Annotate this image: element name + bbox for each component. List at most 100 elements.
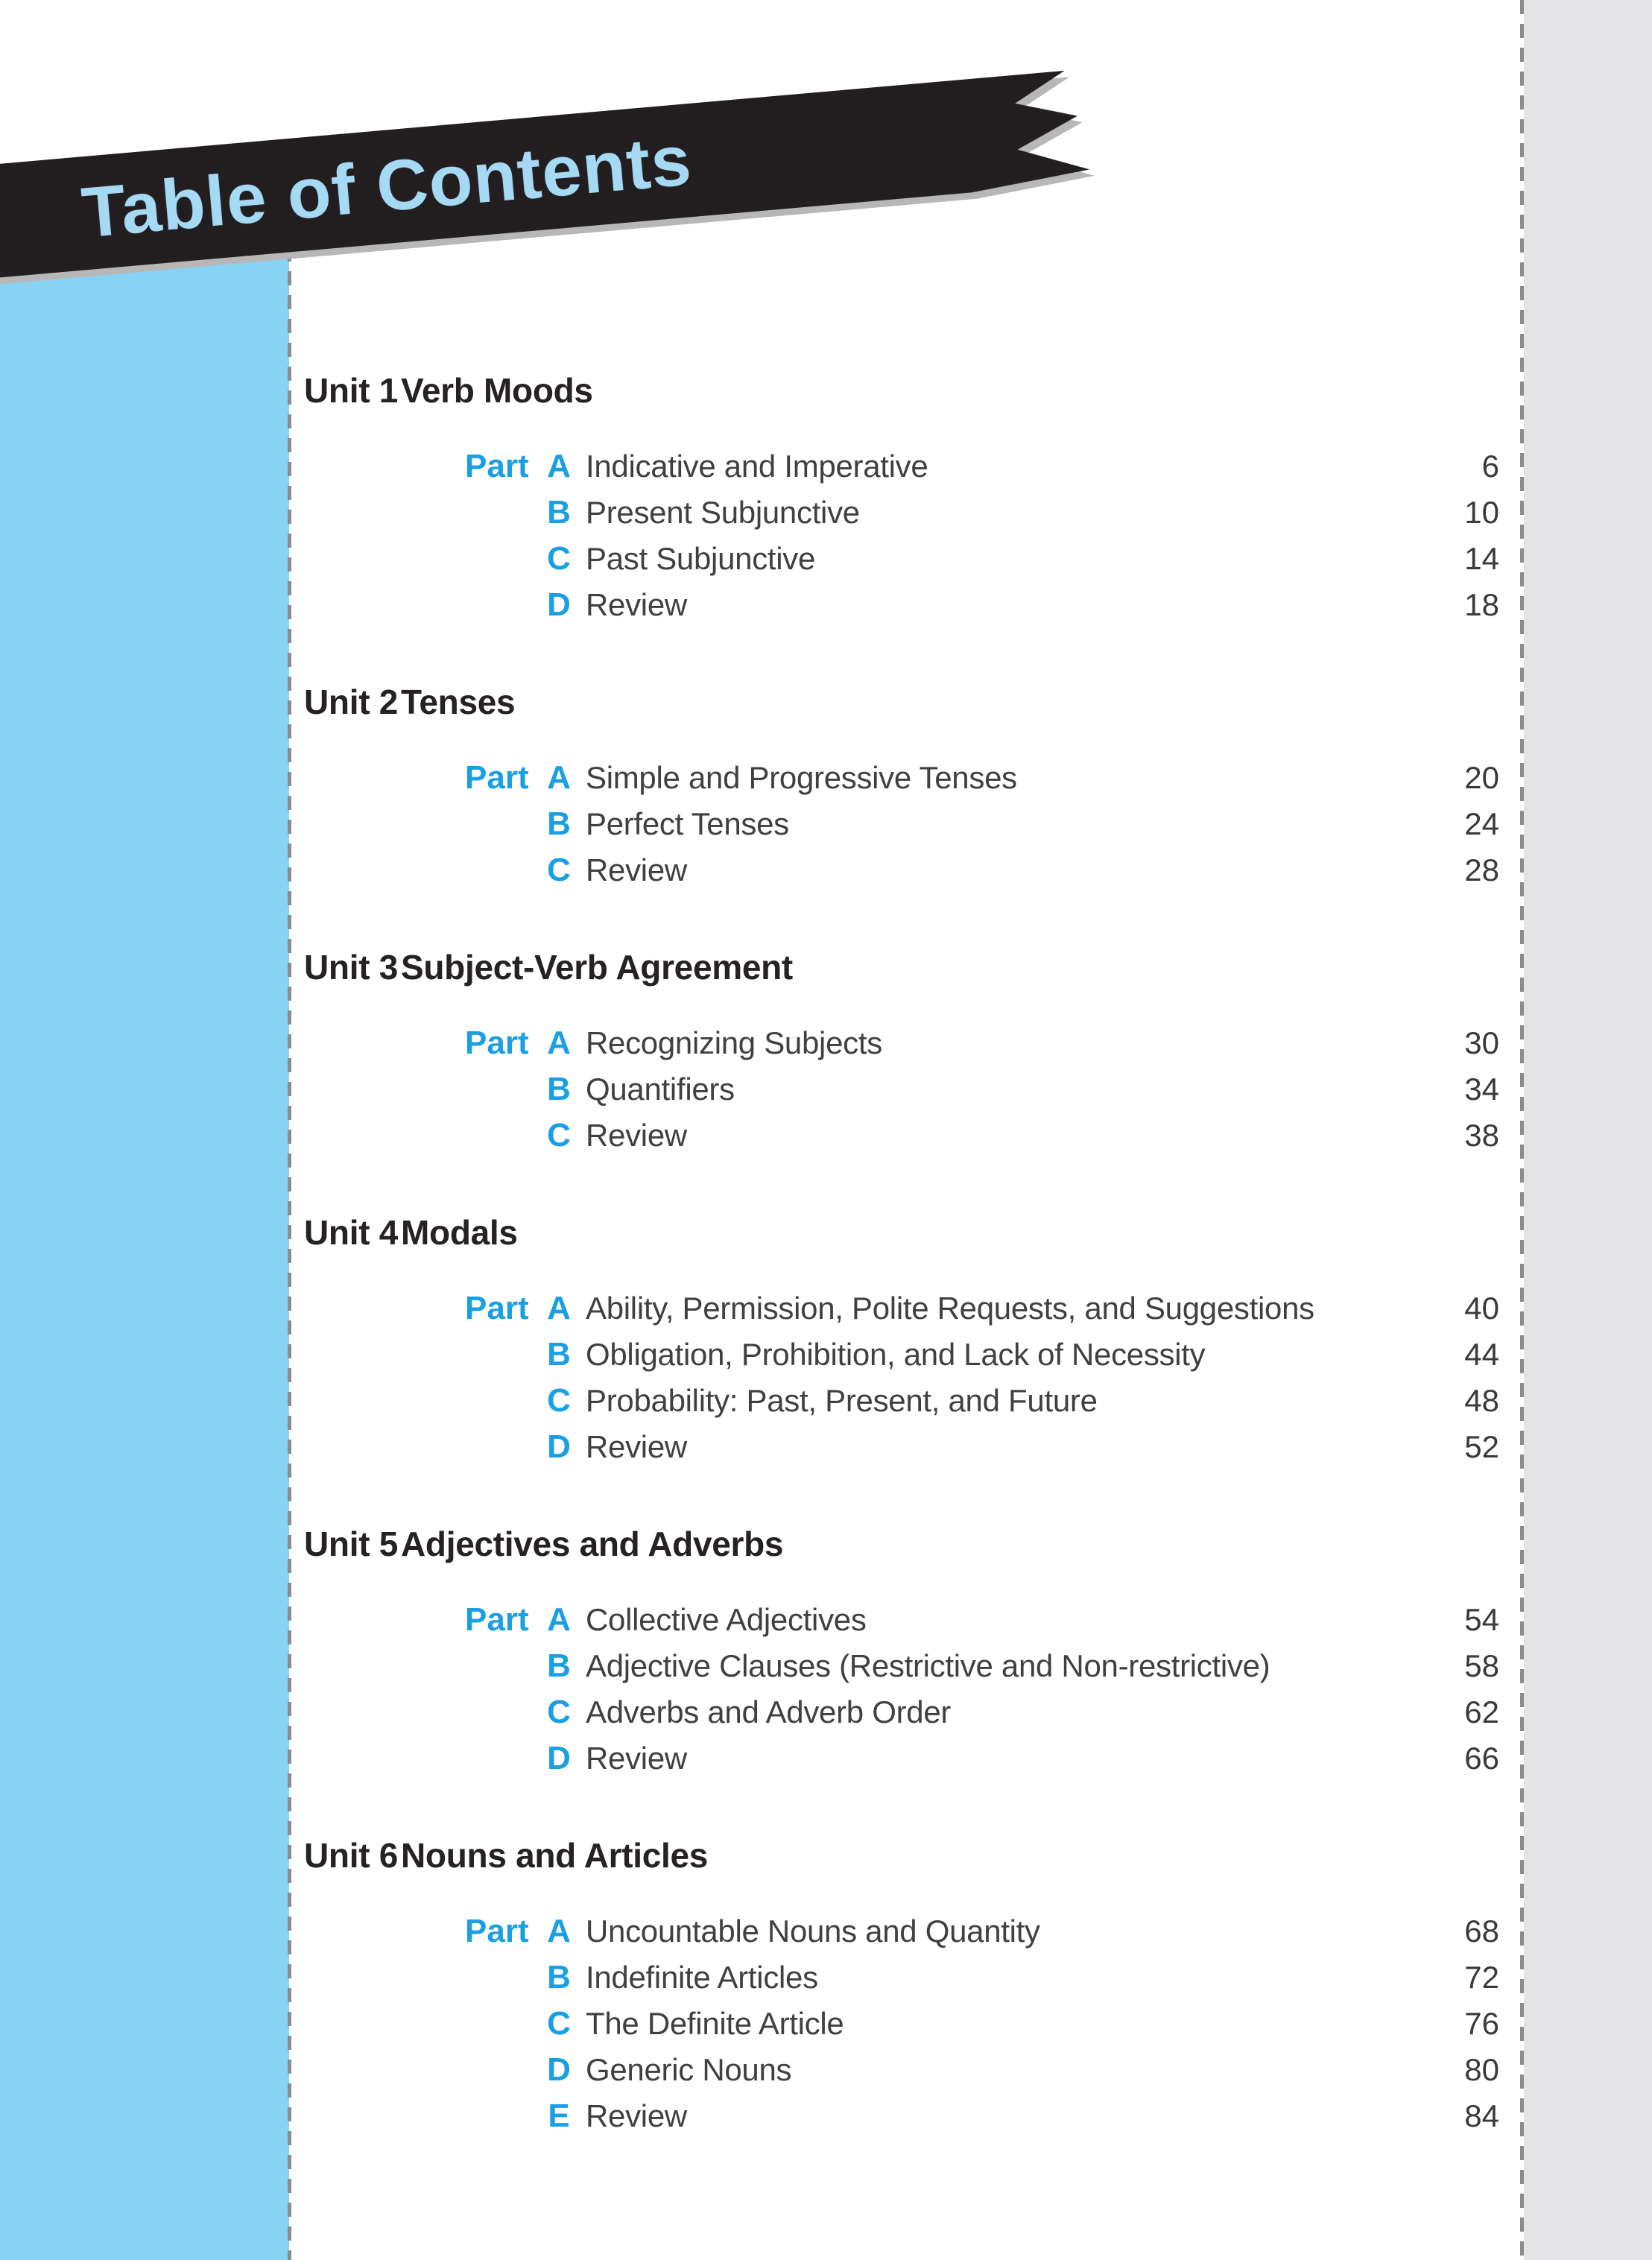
toc-row: B Quantifiers 34 [465,1066,1499,1112]
part-letter: D [547,1740,571,1776]
toc-row: D Generic Nouns 80 [465,2047,1499,2093]
part-letter: A [547,448,571,484]
part-label: Part [465,1025,529,1061]
part-letter: B [547,1071,571,1107]
page-number: 58 [1464,1648,1499,1683]
part-label [465,1643,535,1689]
page-number: 66 [1464,1741,1499,1776]
toc-row: B Perfect Tenses 24 [465,801,1499,847]
part-title: Ability, Permission, Polite Requests, an… [586,1291,1314,1326]
part-letter: A [547,1913,571,1949]
part-title: Past Subjunctive [586,541,816,576]
page-number: 40 [1464,1291,1499,1326]
unit-title: Tenses [401,683,516,721]
unit-heading: Unit 4 Modals [304,1212,1499,1253]
part-letter: B [547,1336,571,1373]
unit-heading: Unit 3 Subject-Verb Agreement [304,947,1499,987]
toc-row: C Adverbs and Adverb Order 62 [465,1689,1499,1735]
part-title: Obligation, Prohibition, and Lack of Nec… [586,1337,1206,1372]
unit-block: Unit 1 Verb Moods Part A Indicative and Impe… [304,370,1499,628]
part-label [465,1424,535,1470]
part-title: Quantifiers [586,1072,735,1107]
part-letter: C [547,540,571,577]
part-letter: B [547,1647,571,1684]
page-number: 72 [1464,1960,1499,1995]
unit-title: Nouns and Articles [401,1836,709,1875]
page-number: 62 [1464,1694,1499,1729]
part-label [465,2093,535,2139]
unit-heading: Unit 1 Verb Moods [304,370,1499,411]
unit-number: Unit 2 [304,683,398,721]
part-title: The Definite Article [586,2006,844,2041]
part-title: Adjective Clauses (Restrictive and Non-r… [586,1648,1270,1683]
unit-block: Unit 6 Nouns and Articles Part A Uncountable… [304,1835,1499,2139]
toc-row: C Past Subjunctive 14 [465,536,1499,582]
part-label [465,1066,535,1112]
unit-block: Unit 2 Tenses Part A Simple and Progressive … [304,682,1499,893]
unit-number: Unit 1 [304,371,398,410]
page-number: 68 [1464,1914,1499,1949]
part-letter: A [547,1025,571,1061]
part-label [465,1735,535,1782]
right-dashed-divider [1520,0,1524,2260]
part-label [465,1689,535,1735]
part-letter: C [547,1382,571,1419]
page-number: 30 [1464,1025,1499,1060]
toc-row: Part A Ability, Permission, Polite Request… [465,1285,1499,1332]
part-letter: C [547,1117,571,1153]
unit-number: Unit 3 [304,948,398,987]
part-label [465,536,535,582]
part-title: Review [586,1741,687,1776]
part-label [465,2047,535,2093]
part-title: Uncountable Nouns and Quantity [586,1914,1040,1949]
part-title: Indefinite Articles [586,1960,818,1995]
page-number: 44 [1464,1337,1499,1372]
page-number: 84 [1464,2098,1499,2133]
unit-block: Unit 4 Modals Part A Ability, Permission, Po… [304,1212,1499,1470]
left-blue-sidebar [0,247,289,2260]
page-number: 18 [1464,587,1499,622]
unit-block: Unit 3 Subject-Verb Agreement Part A Recogni… [304,947,1499,1159]
right-gray-margin [1524,0,1652,2260]
left-dashed-divider [288,247,291,2260]
part-label [465,801,535,847]
part-title: Review [586,1118,687,1153]
part-label: Part [465,448,529,484]
part-title: Review [586,1429,687,1464]
part-title: Review [586,2098,687,2133]
part-letter: C [547,1694,571,1730]
part-title: Probability: Past, Present, and Future [586,1383,1098,1418]
part-letter: A [547,1290,571,1326]
toc-row: Part A Collective Adjectives 54 [465,1597,1499,1643]
part-label [465,1954,535,2001]
toc-row: Part A Recognizing Subjects 30 [465,1020,1499,1066]
unit-number: Unit 5 [304,1525,398,1563]
part-letter: D [547,2051,571,2088]
toc: Unit 1 Verb Moods Part A Indicative and Impe… [304,370,1499,2193]
part-title: Simple and Progressive Tenses [586,760,1017,795]
part-title: Indicative and Imperative [586,449,928,484]
page-number: 28 [1464,852,1499,887]
unit-heading: Unit 2 Tenses [304,682,1499,722]
toc-row: D Review 52 [465,1424,1499,1470]
part-label: Part [465,759,529,796]
part-title: Adverbs and Adverb Order [586,1694,952,1729]
toc-row: C Review 38 [465,1112,1499,1159]
toc-row: B Adjective Clauses (Restrictive and Non-… [465,1643,1499,1689]
part-letter: B [547,805,571,842]
part-letter: A [547,1601,571,1638]
toc-row: C The Definite Article 76 [465,2001,1499,2047]
unit-title: Modals [401,1213,518,1252]
part-title: Review [586,587,687,622]
page-number: 24 [1464,806,1499,841]
page-number: 10 [1464,495,1499,530]
unit-number: Unit 6 [304,1836,398,1875]
part-label: Part [465,1290,529,1326]
page-number: 34 [1464,1072,1499,1107]
title-ribbon: Table of Contents [0,69,1091,279]
page-number: 14 [1464,541,1499,576]
toc-row: E Review 84 [465,2093,1499,2139]
page-title: Table of Contents [78,120,695,253]
part-letter: B [547,1959,571,1995]
toc-row: B Obligation, Prohibition, and Lack of Ne… [465,1332,1499,1378]
